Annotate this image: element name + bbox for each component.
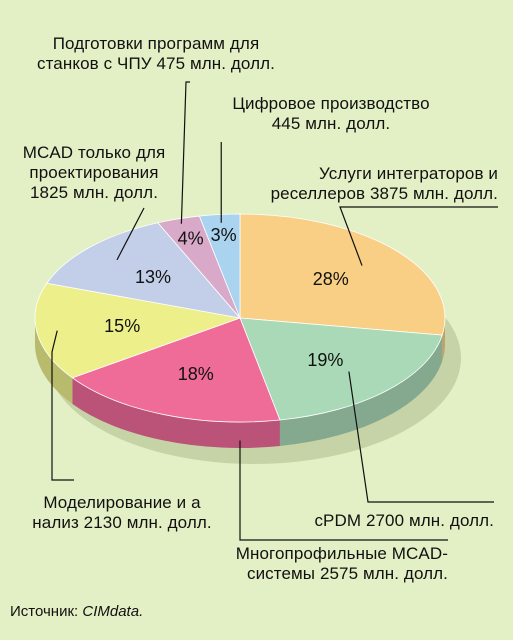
slice-label-28: Услуги интеграторов и реселлеров 3875 мл… <box>270 164 498 203</box>
pie-slice-0 <box>239 213 446 336</box>
pie-side-1 <box>279 335 443 447</box>
leader-line-3 <box>51 330 74 481</box>
pie-slice-3 <box>34 282 242 379</box>
pct-label-1: 19% <box>307 350 343 370</box>
pct-label-2: 18% <box>178 364 214 384</box>
leader-lines <box>51 81 498 541</box>
slice-label-18: Многопрофильные MCAD- системы 2575 млн. … <box>235 544 448 583</box>
pie-side-2 <box>72 377 280 448</box>
pie-slice-1 <box>239 317 443 421</box>
slice-label-13: MCAD только для проектирования 1825 млн.… <box>22 143 166 202</box>
slice-label-3: Цифровое производство 445 млн. долл. <box>232 94 430 133</box>
pct-label-6: 3% <box>211 225 237 245</box>
pie-slice-2 <box>71 317 281 423</box>
pie-slice-4 <box>46 222 242 319</box>
leader-line-1 <box>348 371 494 503</box>
leader-line-4 <box>116 207 145 261</box>
percent-labels: 28% 19% 18% 15% 13% 4% 3% <box>104 225 349 384</box>
leader-line-5 <box>180 81 190 224</box>
pct-label-5: 4% <box>178 229 204 249</box>
slice-label-19: cPDM 2700 млн. долл. <box>314 511 494 530</box>
slice-label-4: Подготовки программ для станков с ЧПУ 47… <box>37 34 275 73</box>
slice-label-15: Моделирование и а нализ 2130 млн. долл. <box>32 493 212 532</box>
source-name: CIMdata. <box>82 603 144 620</box>
pie-slices <box>34 213 446 423</box>
pct-label-0: 28% <box>313 269 349 289</box>
leader-line-0 <box>339 206 498 266</box>
pie-slice-6 <box>198 213 241 319</box>
pct-label-3: 15% <box>104 316 140 336</box>
source-note: Источник: CIMdata. <box>10 603 144 620</box>
pct-label-4: 13% <box>135 267 171 287</box>
leader-line-2 <box>239 440 448 541</box>
pie-side-3 <box>35 318 73 404</box>
